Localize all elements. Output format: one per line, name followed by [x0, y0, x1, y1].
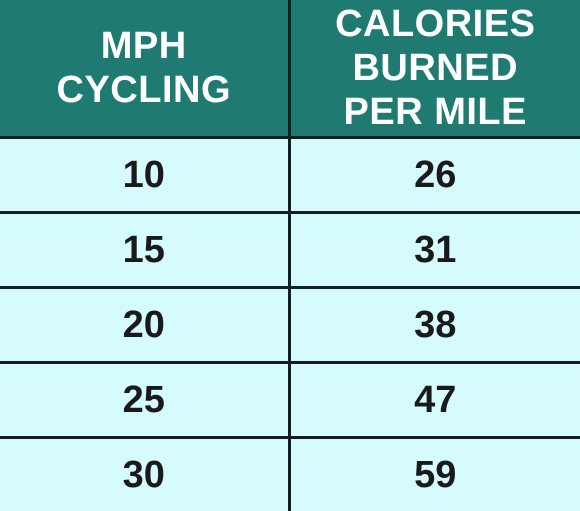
calories-cell: 26	[289, 138, 580, 213]
column-header-calories: CALORIES BURNED PER MILE	[289, 0, 580, 138]
calories-cell: 38	[289, 288, 580, 363]
calories-cell: 59	[289, 438, 580, 511]
mph-cell: 30	[0, 438, 289, 511]
header-row: MPH CYCLING CALORIES BURNED PER MILE	[0, 0, 580, 138]
table-row: 15 31	[0, 213, 580, 288]
table-row: 30 59	[0, 438, 580, 511]
table-row: 20 38	[0, 288, 580, 363]
mph-cell: 20	[0, 288, 289, 363]
calories-cell: 31	[289, 213, 580, 288]
mph-cell: 25	[0, 363, 289, 438]
calories-cell: 47	[289, 363, 580, 438]
table-row: 10 26	[0, 138, 580, 213]
mph-cell: 10	[0, 138, 289, 213]
mph-cell: 15	[0, 213, 289, 288]
table-row: 25 47	[0, 363, 580, 438]
column-header-mph: MPH CYCLING	[0, 0, 289, 138]
